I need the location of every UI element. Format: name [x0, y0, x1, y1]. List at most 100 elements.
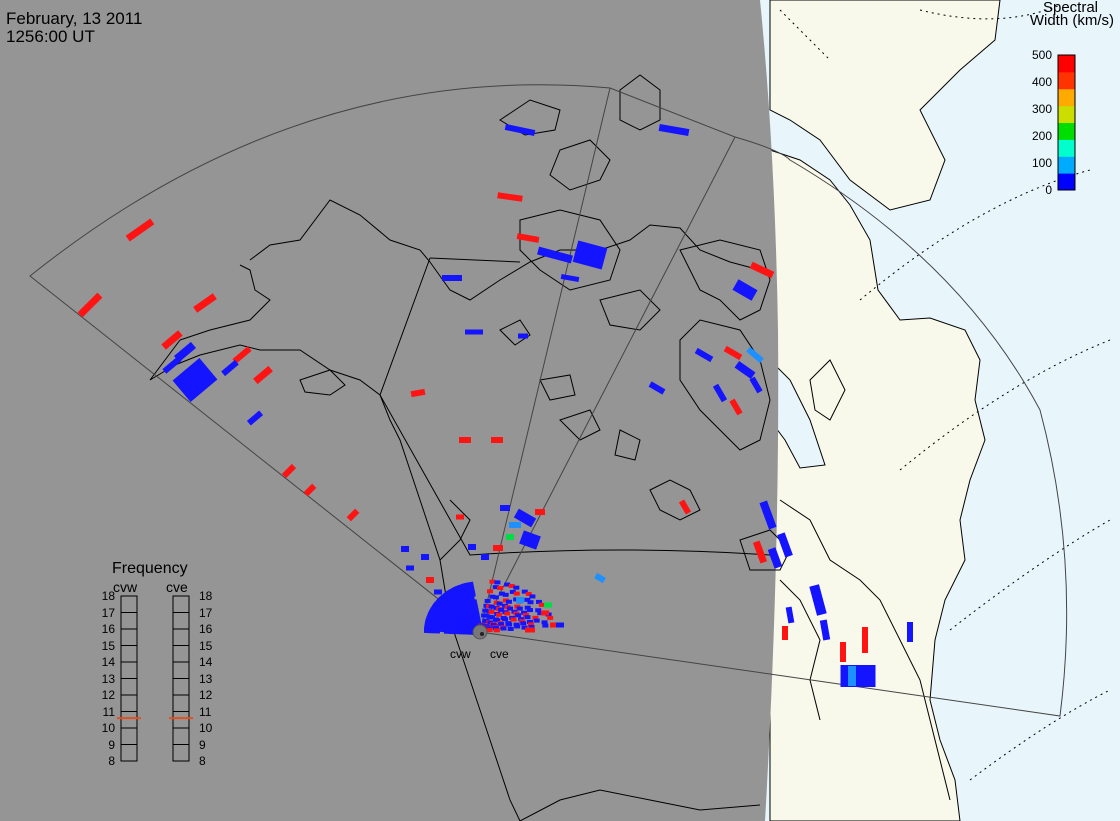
frequency-radar-cvw: cvw [113, 579, 138, 595]
echo-cell [125, 218, 155, 242]
echo-cell [481, 554, 489, 560]
echo-cell [506, 534, 514, 540]
frequency-radar-cve: cve [166, 579, 188, 595]
frequency-scale-label: 15 [101, 638, 115, 653]
echo-cell [524, 615, 531, 620]
echo-cell [526, 619, 533, 624]
echo-cell [521, 610, 528, 615]
echo-cell [401, 546, 409, 552]
color-scale-bar [1057, 54, 1076, 191]
echo-cell [459, 437, 471, 443]
echo-cell [502, 592, 509, 597]
echo-cell [572, 240, 608, 270]
echo-cell [594, 572, 606, 584]
colorbar-title-line1: Spectral [1042, 0, 1098, 16]
echo-cell [246, 410, 264, 426]
echo-cell [410, 388, 426, 398]
grid-dotted [779, 4, 1111, 781]
echo-cell [537, 611, 544, 616]
colorbar-tick-label: 100 [1031, 156, 1052, 170]
echo-cell [513, 585, 520, 590]
echo-cell [749, 376, 763, 394]
echo-cell [498, 622, 505, 627]
echo-cell [504, 123, 536, 137]
echo-cell [500, 505, 510, 511]
echo-cell [678, 499, 692, 515]
echo-cell [840, 642, 846, 662]
echo-cell [470, 599, 478, 607]
echo-cell [426, 577, 434, 583]
echo-cell [752, 540, 768, 564]
dayside-land [769, 149, 986, 821]
echo-cell [527, 600, 534, 605]
frequency-scale-label: 10 [199, 721, 213, 735]
echo-cell [526, 608, 533, 613]
echo-cell [510, 617, 517, 622]
echo-cell [508, 584, 515, 589]
echo-cell [193, 293, 217, 313]
echo-cell [524, 597, 531, 602]
echo-cell [782, 626, 788, 640]
echo-cell [491, 437, 503, 443]
echo-cell [767, 547, 783, 569]
echo-cell [518, 333, 528, 339]
echo-cell [497, 586, 504, 591]
echo-cell [840, 665, 876, 687]
echo-cell [456, 514, 464, 520]
echo-cell [525, 627, 535, 633]
colorbar-segment [1058, 122, 1075, 140]
echo-cell [507, 626, 514, 631]
echo-cell [532, 615, 539, 620]
echo-cell [521, 625, 528, 630]
echo-cell [421, 554, 429, 560]
echo-cell [819, 619, 831, 641]
echo-cell [518, 617, 525, 622]
echo-cell [467, 581, 475, 589]
echo-cell [504, 582, 511, 587]
echo-cell [253, 365, 273, 385]
frequency-scale-label: 14 [101, 655, 115, 669]
echo-cell [161, 330, 183, 350]
echo-cell [406, 565, 414, 571]
colorbar-tick-label: 200 [1031, 129, 1052, 143]
echo-cell [505, 599, 512, 604]
echo-cell [497, 192, 523, 202]
echo-cell [785, 606, 795, 624]
echo-cell [484, 598, 491, 603]
echo-cell [494, 580, 501, 585]
frequency-scale-label: 9 [108, 737, 115, 752]
echo-cell [496, 601, 503, 606]
echo-cell [658, 123, 690, 137]
coastlines [149, 74, 951, 821]
backscatter-layer [77, 123, 913, 687]
echo-cell [521, 589, 528, 594]
echo-cell [492, 585, 499, 590]
echo-cell [556, 622, 564, 628]
echo-cell [483, 618, 490, 623]
echo-cell [694, 347, 714, 363]
echo-cell [513, 591, 520, 596]
echo-cell [712, 383, 728, 403]
echo-cell [500, 626, 507, 631]
echo-cell [529, 594, 536, 599]
echo-cell [541, 610, 549, 616]
frequency-scale-label: 18 [101, 589, 115, 603]
echo-cell [303, 483, 317, 497]
echo-cell [550, 622, 560, 628]
echo-cell [560, 273, 580, 283]
echo-cell [519, 619, 526, 624]
frequency-scale-label: 8 [199, 754, 206, 768]
echo-cell [488, 604, 495, 609]
echo-cell [488, 615, 495, 620]
frequency-scale-label: 16 [101, 622, 115, 636]
echo-cell [777, 532, 793, 558]
echo-cell [468, 544, 476, 550]
echo-cell [541, 620, 548, 625]
echo-cell [346, 508, 360, 522]
echo-cell [502, 617, 509, 622]
echo-cell [516, 233, 540, 243]
frequency-scale-label: 12 [199, 688, 213, 702]
echo-cell [502, 598, 509, 603]
radar-site-marker [472, 624, 488, 640]
echo-cell [482, 608, 489, 613]
